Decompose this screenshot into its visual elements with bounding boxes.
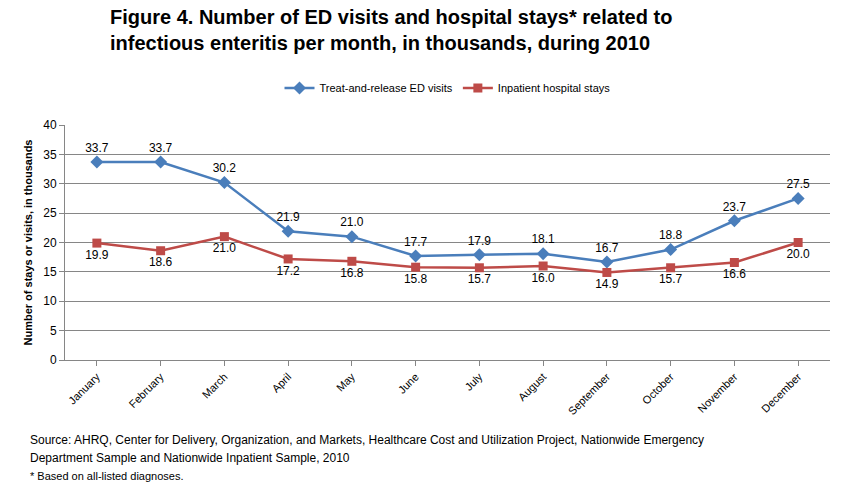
svg-text:* Based on all-listed diagnose: * Based on all-listed diagnoses. — [30, 470, 183, 482]
svg-text:21.9: 21.9 — [276, 210, 300, 224]
svg-text:Treat-and-release ED visits: Treat-and-release ED visits — [320, 82, 453, 94]
svg-text:17.2: 17.2 — [276, 264, 300, 278]
svg-text:21.0: 21.0 — [213, 241, 237, 255]
svg-text:14.9: 14.9 — [595, 277, 619, 291]
svg-text:0: 0 — [50, 353, 57, 367]
svg-text:30.2: 30.2 — [213, 161, 237, 175]
svg-text:15.7: 15.7 — [468, 272, 492, 286]
svg-text:October: October — [640, 370, 676, 406]
svg-text:November: November — [695, 370, 740, 415]
svg-text:Source: AHRQ, Center for Deliv: Source: AHRQ, Center for Delivery, Organ… — [30, 433, 704, 447]
svg-text:August: August — [516, 371, 549, 404]
svg-text:5: 5 — [50, 324, 57, 338]
svg-text:September: September — [566, 370, 613, 417]
svg-text:20.0: 20.0 — [786, 247, 810, 261]
svg-text:17.7: 17.7 — [404, 235, 428, 249]
svg-text:23.7: 23.7 — [723, 200, 747, 214]
svg-text:Number of stays or visits, in: Number of stays or visits, in thousands — [22, 139, 34, 345]
svg-text:Department Sample and Nationwi: Department Sample and Nationwide Inpatie… — [30, 451, 350, 465]
svg-text:February: February — [126, 370, 166, 410]
svg-text:16.8: 16.8 — [340, 266, 364, 280]
svg-text:16.0: 16.0 — [531, 271, 555, 285]
svg-text:10: 10 — [43, 294, 57, 308]
svg-text:35: 35 — [43, 148, 57, 162]
svg-text:15.8: 15.8 — [404, 272, 428, 286]
svg-text:December: December — [759, 370, 804, 415]
svg-text:May: May — [334, 370, 358, 394]
svg-text:18.6: 18.6 — [149, 255, 173, 269]
svg-text:16.6: 16.6 — [723, 267, 747, 281]
svg-text:33.7: 33.7 — [85, 141, 109, 155]
svg-text:27.5: 27.5 — [786, 177, 810, 191]
svg-text:40: 40 — [43, 118, 57, 132]
svg-text:Figure 4. Number of ED visits: Figure 4. Number of ED visits and hospit… — [110, 6, 672, 54]
svg-text:15.7: 15.7 — [659, 272, 683, 286]
svg-text:25: 25 — [43, 206, 57, 220]
svg-text:21.0: 21.0 — [340, 215, 364, 229]
svg-text:March: March — [200, 371, 230, 401]
svg-text:30: 30 — [43, 177, 57, 191]
svg-text:18.8: 18.8 — [659, 228, 683, 242]
svg-text:19.9: 19.9 — [85, 248, 109, 262]
svg-text:18.1: 18.1 — [531, 232, 555, 246]
svg-text:33.7: 33.7 — [149, 141, 173, 155]
svg-text:June: June — [396, 371, 421, 396]
svg-text:April: April — [269, 371, 293, 395]
svg-text:15: 15 — [43, 265, 57, 279]
svg-text:20: 20 — [43, 236, 57, 250]
svg-text:16.7: 16.7 — [595, 241, 619, 255]
svg-text:17.9: 17.9 — [468, 234, 492, 248]
svg-text:Inpatient hospital stays: Inpatient hospital stays — [498, 82, 610, 94]
svg-text:January: January — [66, 370, 103, 407]
svg-text:July: July — [462, 370, 485, 393]
